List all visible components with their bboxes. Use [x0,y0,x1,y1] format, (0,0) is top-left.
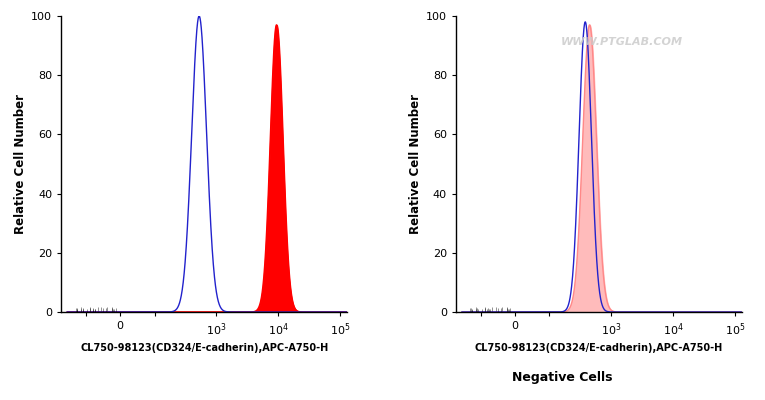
Y-axis label: Relative Cell Number: Relative Cell Number [409,94,422,234]
Text: Negative Cells: Negative Cells [512,371,613,384]
X-axis label: CL750-98123(CD324/E-cadherin),APC-A750-H: CL750-98123(CD324/E-cadherin),APC-A750-H [80,343,328,353]
Text: WWW.PTGLAB.COM: WWW.PTGLAB.COM [561,37,683,47]
X-axis label: CL750-98123(CD324/E-cadherin),APC-A750-H: CL750-98123(CD324/E-cadherin),APC-A750-H [475,343,723,353]
Y-axis label: Relative Cell Number: Relative Cell Number [14,94,27,234]
